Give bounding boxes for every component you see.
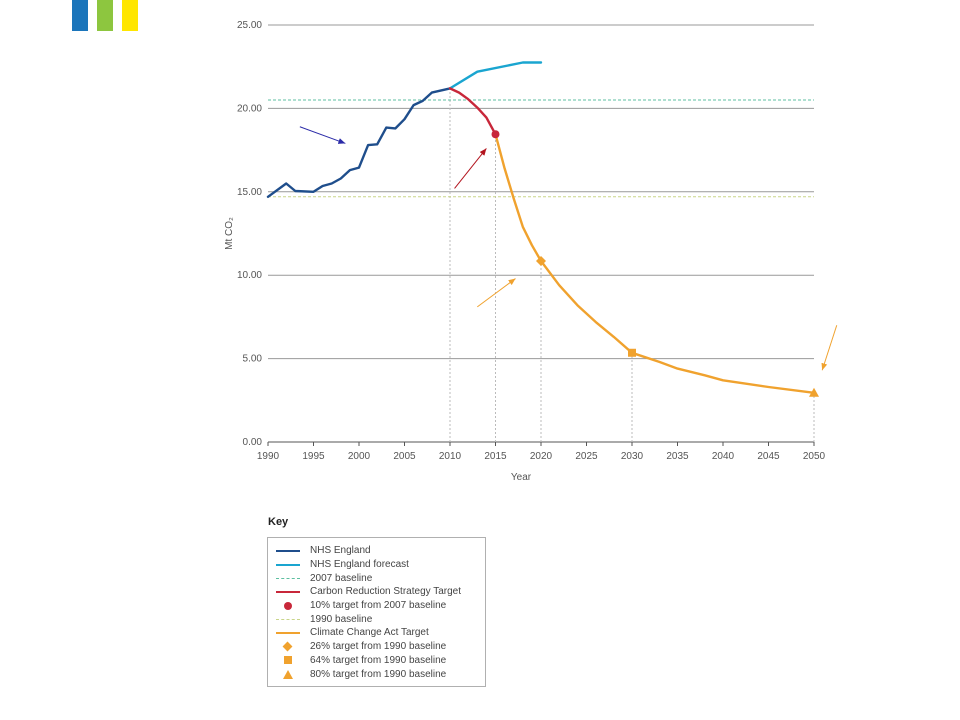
key-item-label: 64% target from 1990 baseline (310, 654, 447, 666)
key-item-label: Climate Change Act Target (310, 627, 429, 639)
emissions-chart: 0.00 5.00 10.00 15.00 20.00 25.00 1990 1995 2000… (224, 20, 838, 483)
key-symbol-diamond (274, 641, 302, 652)
annotation-arrow (477, 278, 516, 308)
key-item-label: 10% target from 2007 baseline (310, 600, 447, 612)
key-title: Key (268, 516, 289, 528)
key-item: NHS England (274, 544, 485, 558)
key-item: 1990 baseline (274, 612, 485, 626)
x-tick-label: 2025 (575, 451, 598, 462)
logo (72, 0, 138, 31)
key-symbol-square (274, 655, 302, 665)
key-item-label: 26% target from 1990 baseline (310, 641, 447, 653)
key-list: NHS England NHS England forecast 2007 base… (268, 538, 485, 681)
x-tick-label: 2015 (484, 451, 507, 462)
x-tick-label: 2020 (530, 451, 553, 462)
marker-diamond (536, 256, 546, 267)
series-line-nhs (266, 87, 452, 198)
x-tick-label: 2035 (666, 451, 689, 462)
logo-bar-yellow (122, 0, 138, 31)
key-item: 80% target from 1990 baseline (274, 667, 485, 681)
key-symbol-dash (274, 614, 302, 624)
key-symbol-dash (274, 573, 302, 583)
x-tick-label: 1990 (257, 451, 280, 462)
y-tick-label: 20.00 (237, 103, 262, 114)
key-symbol-line (274, 587, 302, 597)
key-item-label: NHS England (310, 545, 371, 557)
y-tick-label: 5.00 (243, 354, 263, 365)
key-item-label: NHS England forecast (310, 559, 409, 571)
key-item: 64% target from 1990 baseline (274, 654, 485, 668)
annotation-arrow (454, 148, 487, 189)
series-line-crs (448, 87, 497, 136)
x-tick-label: 2050 (803, 451, 826, 462)
x-tick-label: 2000 (348, 451, 371, 462)
y-axis-label: Mt CO₂ (224, 217, 235, 250)
key-item-label: Carbon Reduction Strategy Target (310, 586, 462, 598)
annotation-arrow (821, 325, 838, 371)
key-item: 2007 baseline (274, 571, 485, 585)
y-tick-label: 15.00 (237, 187, 262, 198)
key-item-label: 80% target from 1990 baseline (310, 668, 447, 680)
series-line-forecast (448, 61, 543, 90)
key-symbol-triangle (274, 669, 302, 680)
x-tick-label: 2030 (621, 451, 644, 462)
key-item: Carbon Reduction Strategy Target (274, 585, 485, 599)
logo-bar-blue (72, 0, 88, 31)
marker-circle (491, 130, 500, 139)
key-item-label: 1990 baseline (310, 613, 373, 625)
series-line-cca (494, 133, 816, 394)
marker-square (628, 348, 636, 357)
annotation-arrow (299, 126, 346, 144)
marker-triangle (809, 387, 819, 397)
key-symbol-circle (274, 601, 302, 611)
logo-bar-green (97, 0, 113, 31)
key-item: NHS England forecast (274, 558, 485, 572)
y-tick-label: 25.00 (237, 20, 262, 31)
x-tick-label: 2005 (393, 451, 416, 462)
key-item-label: 2007 baseline (310, 572, 373, 584)
x-tick-label: 2010 (439, 451, 462, 462)
key-item: Climate Change Act Target (274, 626, 485, 640)
x-tick-label: 1995 (302, 451, 325, 462)
key-symbol-line (274, 546, 302, 556)
y-tick-label: 0.00 (243, 437, 263, 448)
x-axis-label: Year (511, 472, 532, 483)
key-item: 26% target from 1990 baseline (274, 640, 485, 654)
x-tick-label: 2040 (712, 451, 735, 462)
key-symbol-line (274, 628, 302, 638)
x-tick-label: 2045 (757, 451, 780, 462)
key-item: 10% target from 2007 baseline (274, 599, 485, 613)
y-tick-label: 10.00 (237, 270, 262, 281)
key-symbol-line (274, 560, 302, 570)
chart-key: Key NHS England NHS England forecast 2007 … (267, 516, 486, 687)
